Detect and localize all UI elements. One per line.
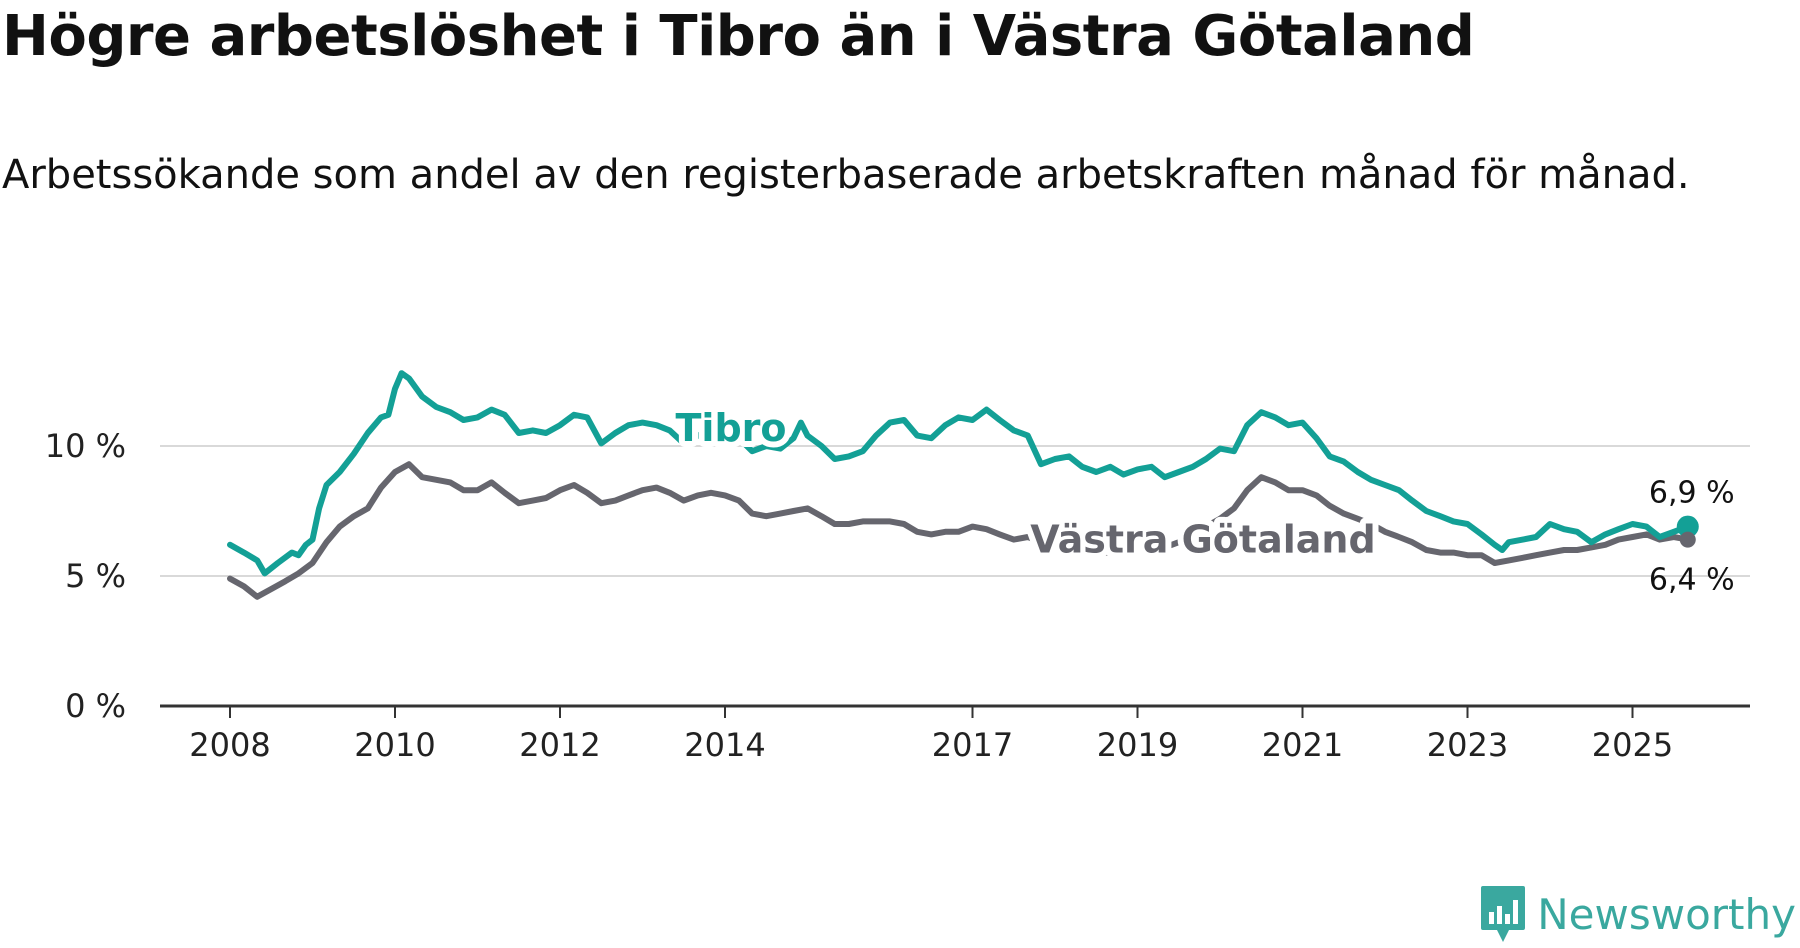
y-tick-label: 10 % [45,427,126,465]
series-name-halo: Tibro [676,406,787,450]
chart-subtitle: Arbetssökande som andel av den registerb… [2,152,1690,198]
series-line-tibro [227,370,1691,577]
y-tick-label: 0 % [65,687,126,725]
end-value-label: 6,9 % [1649,476,1735,511]
newsworthy-logo: Newsworthy [1479,884,1796,944]
x-tick-label: 2019 [1097,726,1178,764]
x-tick-label: 2025 [1592,726,1673,764]
series-lines [227,370,1691,600]
series-name-label: Västra Götaland [1030,518,1375,562]
axes: 0 % 5 % 10 % 2008 2010 2012 2014 2017 2019 2021 20… [45,427,1750,764]
x-tick-label: 2021 [1262,726,1343,764]
newsworthy-logo-icon [1481,886,1526,942]
series-name-halo: Västra Götaland [1030,518,1375,562]
series-name-label: Tibro [676,406,787,450]
x-tick-label: 2012 [519,726,600,764]
x-tick-label: 2017 [932,726,1013,764]
series-line-vstra-gtaland [227,461,1691,600]
x-tick-label: 2010 [354,726,435,764]
x-tick-label: 2023 [1427,726,1508,764]
y-tick-label: 5 % [65,557,126,595]
end-point-marker [1676,515,1699,538]
x-tick-label: 2014 [684,726,765,764]
brand-name: Newsworthy [1537,889,1796,939]
x-tick-label: 2008 [189,726,270,764]
end-point-marker [1679,531,1696,548]
chart-title: Högre arbetslöshet i Tibro än i Västra G… [2,4,1475,69]
gridlines [160,445,1750,577]
end-value-label: 6,4 % [1649,563,1735,598]
